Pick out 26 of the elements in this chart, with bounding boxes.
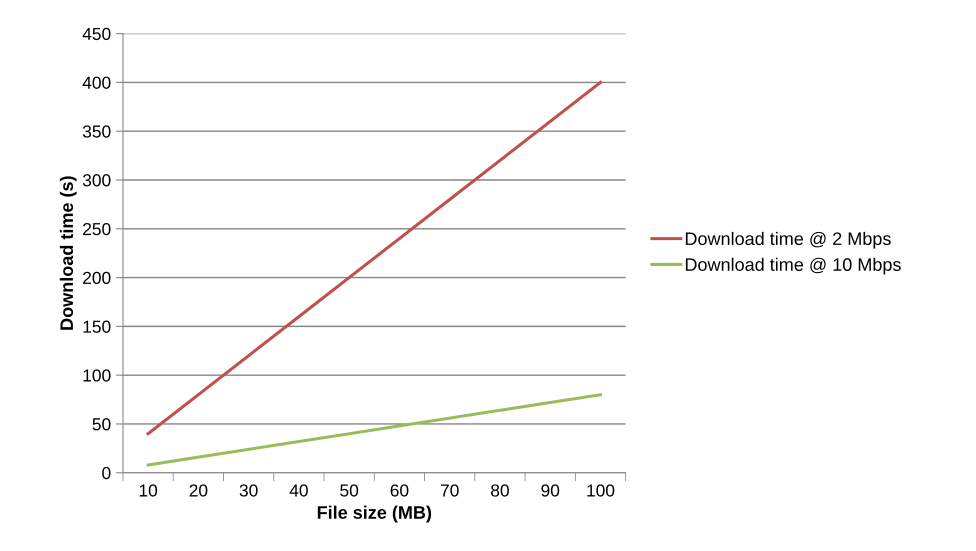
x-tick-label: 50 (340, 484, 358, 497)
y-tick-label: 0 (102, 466, 110, 480)
x-tick-label: 80 (491, 484, 509, 497)
y-tick-label: 400 (82, 76, 110, 89)
y-tick-label: 300 (82, 174, 110, 186)
y-tick-label: 250 (83, 222, 110, 236)
x-tick-label: 20 (190, 484, 208, 497)
y-tick-label: 100 (84, 369, 110, 382)
y-tick-label: 200 (83, 272, 110, 284)
y-tick-label: 450 (82, 28, 110, 40)
x-tick-label: 10 (140, 484, 158, 497)
x-tick-label: 90 (541, 484, 560, 497)
x-tick-label: 70 (440, 484, 459, 497)
legend-label: Download time @ 10 Mbps (686, 258, 901, 275)
y-tick-label: 350 (82, 125, 110, 138)
x-tick-label: 30 (240, 484, 258, 497)
y-axis-title: Download time (s) (60, 176, 77, 330)
line-series (146, 393, 602, 466)
x-axis-title: File size (MB) (318, 506, 432, 522)
y-tick-label: 150 (84, 320, 110, 333)
line-series (146, 80, 602, 436)
x-tick-label: 40 (290, 484, 308, 497)
legend-label: Download time @ 2 Mbps (686, 232, 891, 249)
x-tick-label: 60 (390, 484, 408, 497)
y-tick-label: 50 (92, 418, 110, 430)
x-tick-label: 100 (587, 484, 614, 497)
